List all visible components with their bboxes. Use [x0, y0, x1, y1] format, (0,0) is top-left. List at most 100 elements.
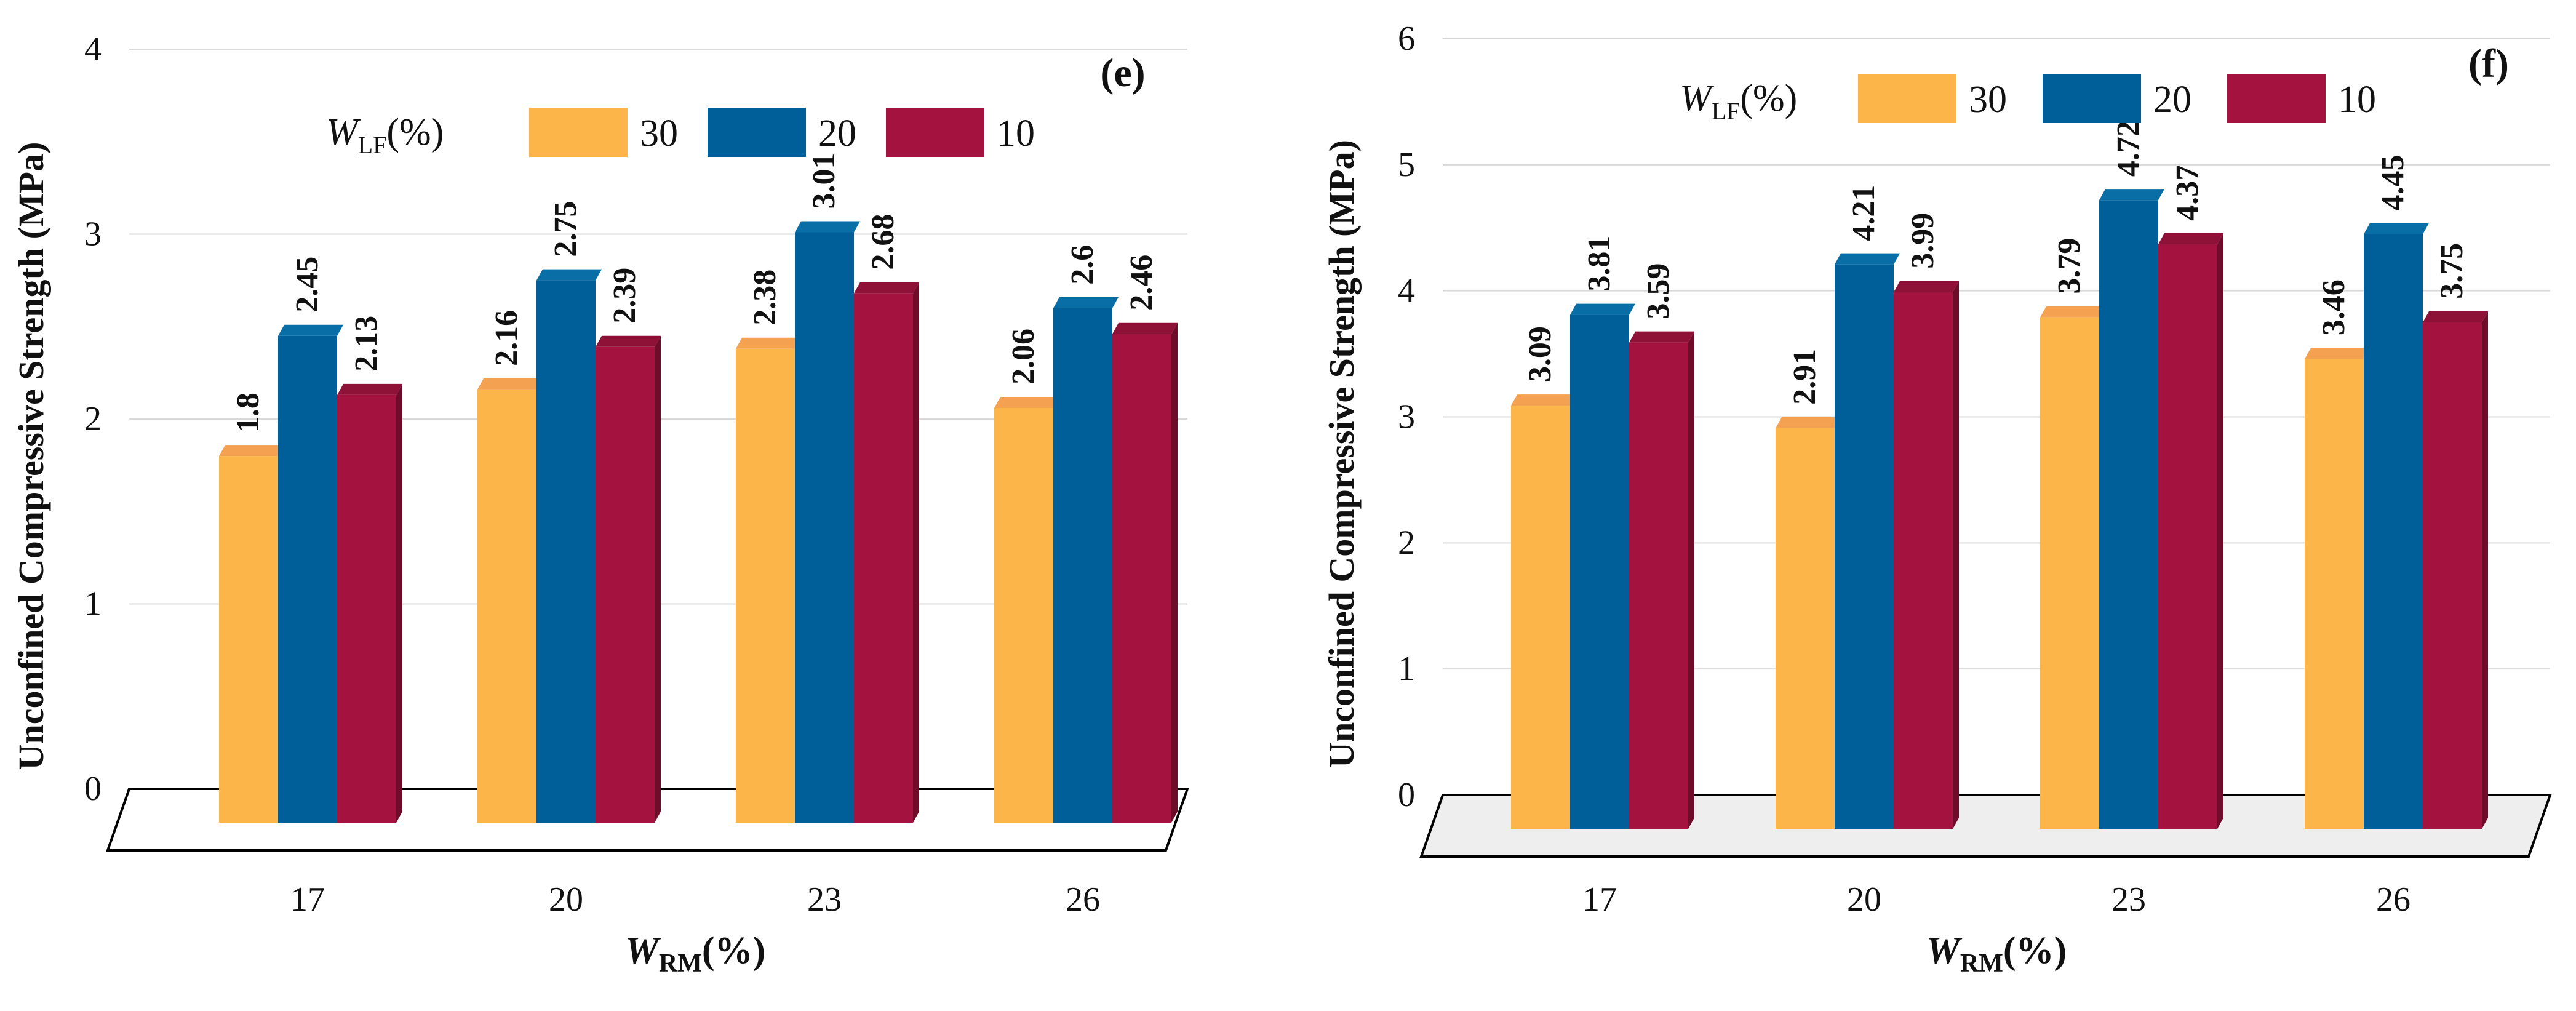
bar-value-label: 2.68: [866, 214, 901, 270]
y-tick-label: 6: [1398, 20, 1415, 58]
bar-top: [1776, 417, 1841, 428]
legend-swatch: [886, 108, 984, 157]
bar-side: [396, 383, 402, 823]
bar-top: [1053, 297, 1119, 308]
x-axis-label: WRM(%): [625, 930, 765, 978]
bar-top: [596, 335, 661, 347]
bar-value-label: 3.81: [1582, 236, 1617, 292]
legend-swatch: [2043, 74, 2141, 123]
legend-swatch: [529, 108, 628, 157]
bar: [795, 232, 854, 823]
bar: [1112, 334, 1171, 823]
bar-value-label: 1.8: [231, 393, 266, 433]
bar-top: [219, 445, 284, 457]
y-tick-label: 0: [84, 770, 102, 808]
x-axis-label: WRM(%): [1926, 930, 2067, 978]
bar: [854, 293, 913, 823]
legend-title: WLF(%): [1680, 78, 1797, 125]
bar-value-label: 3.09: [1523, 326, 1558, 382]
bar-value-label: 3.01: [807, 153, 842, 209]
panel-label: (e): [1100, 50, 1145, 95]
y-tick-label: 2: [1398, 524, 1415, 562]
bar-top: [1629, 331, 1694, 343]
bar-top: [2423, 311, 2488, 322]
y-tick-label: 3: [84, 215, 102, 254]
bar-value-label: 3.59: [1641, 263, 1676, 319]
bar-top: [2305, 348, 2370, 359]
bar-top: [795, 221, 860, 233]
bar-value-label: 4.45: [2375, 154, 2411, 210]
panel-label: (f): [2468, 41, 2509, 86]
y-axis-label: Unconfined Compressive Strength (MPa): [11, 142, 51, 770]
bar-value-label: 3.99: [1905, 213, 1940, 269]
bar: [1835, 264, 1894, 829]
bar-top: [2158, 233, 2223, 244]
bar-value-label: 3.79: [2052, 238, 2087, 294]
bar: [2099, 200, 2158, 829]
bar-top: [1570, 303, 1635, 315]
bar: [536, 280, 596, 823]
bar-value-label: 3.75: [2434, 243, 2470, 299]
y-tick-label: 5: [1398, 146, 1415, 184]
bar-value-label: 2.75: [548, 201, 583, 257]
legend-swatch: [708, 108, 806, 157]
bar-value-label: 2.16: [489, 310, 524, 366]
bar-side: [655, 335, 661, 823]
x-tick-label: 20: [549, 881, 583, 919]
bar-top: [2364, 223, 2429, 234]
bar-top: [278, 324, 343, 336]
legend-label: 30: [1969, 79, 2007, 121]
bar-side: [1688, 331, 1694, 829]
x-tick-label: 17: [1582, 881, 1617, 919]
bar-value-label: 3.46: [2316, 279, 2351, 335]
x-tick-label: 20: [1847, 881, 1881, 919]
bar-top: [854, 282, 919, 294]
bar-top: [736, 337, 801, 349]
bar-top: [1835, 253, 1900, 265]
y-tick-label: 3: [1398, 398, 1415, 436]
legend-label: 10: [997, 113, 1035, 154]
bar-side: [1953, 281, 1959, 829]
bar-side: [1171, 322, 1178, 823]
x-tick-label: 26: [2376, 881, 2411, 919]
y-tick-label: 2: [84, 400, 102, 438]
bar-top: [2040, 306, 2105, 318]
x-tick-label: 23: [2111, 881, 2146, 919]
bar: [2305, 359, 2364, 829]
legend-title: WLF(%): [326, 111, 444, 159]
y-tick-label: 0: [1398, 776, 1415, 814]
bar-top: [477, 378, 543, 390]
bar-top: [1112, 322, 1178, 334]
bar: [337, 394, 396, 823]
y-axis-label: Unconfined Compressive Strength (MPa): [1322, 140, 1362, 768]
bar: [477, 389, 536, 823]
bar-side: [2482, 311, 2488, 829]
bar: [596, 346, 655, 823]
bar: [1053, 308, 1112, 823]
bar-value-label: 2.45: [290, 257, 325, 313]
bar-side: [2217, 233, 2223, 829]
x-tick-label: 17: [290, 881, 325, 919]
bar: [736, 348, 795, 823]
legend-label: 30: [640, 113, 678, 154]
bar: [2040, 317, 2099, 829]
bar: [1894, 292, 1953, 829]
bar-value-label: 2.13: [349, 316, 384, 372]
bar-value-label: 4.37: [2170, 165, 2205, 221]
bar-value-label: 2.46: [1124, 255, 1159, 311]
bar-top: [536, 269, 602, 281]
bar-value-label: 2.38: [748, 270, 783, 326]
bar-value-label: 2.6: [1065, 245, 1100, 285]
bar-value-label: 2.06: [1006, 329, 1041, 385]
bar: [1511, 406, 1570, 829]
bar: [219, 456, 278, 823]
legend-swatch: [1858, 74, 1956, 123]
bar-value-label: 2.39: [607, 268, 642, 324]
bar-top: [1894, 281, 1959, 292]
bar-value-label: 4.21: [1846, 185, 1881, 241]
x-tick-label: 23: [807, 881, 842, 919]
bar-top: [994, 396, 1059, 408]
bar-value-label: 4.72: [2111, 121, 2146, 177]
